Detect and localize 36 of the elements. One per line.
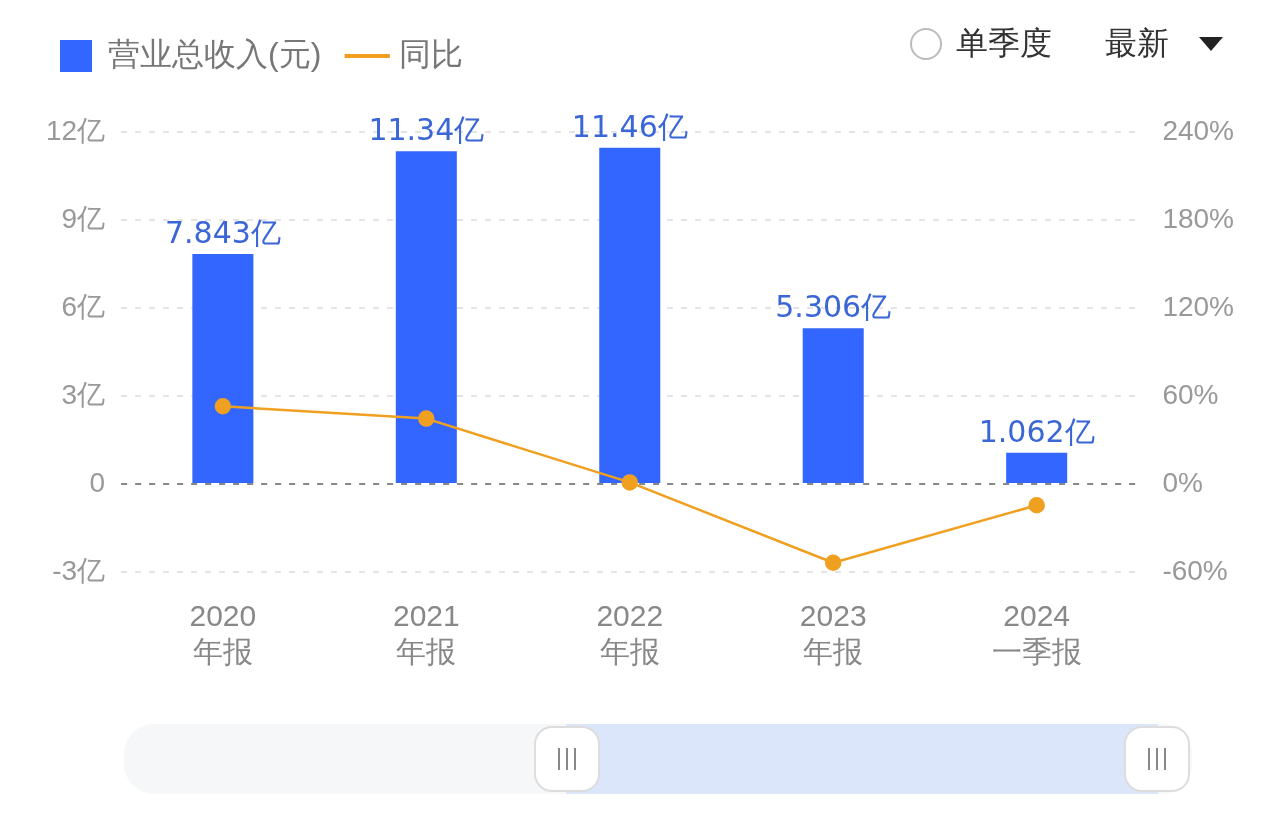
bar — [802, 328, 864, 483]
data-label: 5.306亿 — [775, 289, 892, 325]
text: 单季度 — [956, 23, 1052, 64]
legend-label: 同比 — [399, 35, 464, 72]
y-tick-label: 6亿 — [61, 290, 106, 322]
data-label: 11.34亿 — [368, 112, 485, 148]
bar — [1006, 452, 1068, 483]
y2-tick-label: 120% — [1162, 290, 1235, 322]
x-tick-label: 2022 年报 — [596, 599, 664, 669]
x-tick-label: 2021 年报 — [392, 599, 460, 669]
legend-label: 营业总收入(元) — [108, 35, 322, 72]
y-tick-label: 3亿 — [61, 378, 106, 410]
y2-tick-label: 0% — [1162, 466, 1203, 498]
bar — [192, 253, 254, 483]
y-tick-label: 0 — [89, 466, 106, 498]
y-tick-label: 9亿 — [61, 202, 106, 234]
x-tick-label: 2024 一季报 — [991, 599, 1082, 669]
y-tick-label: -3亿 — [52, 554, 106, 586]
x-tick-label: 2020 年报 — [189, 599, 257, 669]
y2-tick-label: -60% — [1162, 554, 1228, 586]
data-label: 7.843亿 — [164, 214, 281, 250]
bar — [599, 147, 661, 483]
y2-tick-label: 240% — [1162, 114, 1235, 146]
data-label: 11.46亿 — [571, 108, 688, 144]
x-tick-label: 2023 年报 — [799, 599, 867, 669]
point — [214, 398, 232, 415]
point — [824, 554, 842, 572]
data-label: 1.062亿 — [978, 413, 1095, 449]
point — [1028, 497, 1045, 514]
point — [418, 410, 435, 427]
point — [621, 474, 639, 491]
y2-tick-label: 180% — [1162, 202, 1235, 234]
y-tick-label: 12亿 — [45, 114, 106, 146]
y2-tick-label: 60% — [1162, 378, 1219, 410]
bar — [395, 151, 457, 483]
text: 最新 — [1105, 23, 1169, 64]
